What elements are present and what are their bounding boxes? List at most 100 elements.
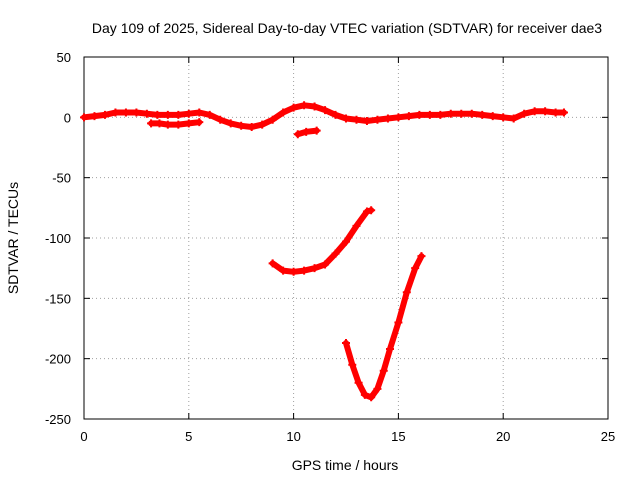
data-point (352, 221, 361, 230)
data-point (402, 288, 411, 297)
data-point (289, 267, 298, 276)
y-tick-label: 0 (64, 110, 71, 125)
y-tick-label: -150 (45, 291, 71, 306)
data-point (342, 114, 350, 123)
data-point (310, 102, 319, 111)
data-point (467, 109, 476, 118)
data-point (226, 119, 235, 128)
y-tick-label: -100 (45, 231, 71, 246)
x-tick-label: 15 (391, 429, 405, 444)
data-point (121, 108, 130, 117)
data-point (111, 108, 120, 117)
data-point (184, 109, 193, 118)
y-tick-label: -50 (52, 171, 71, 186)
data-point (310, 264, 319, 273)
data-point (80, 113, 88, 122)
y-axis-label: SDTVAR / TECUs (5, 182, 21, 294)
data-point (300, 101, 309, 110)
data-point (163, 110, 172, 119)
x-tick-label: 20 (496, 429, 510, 444)
axis-ticks: 0 5 10 15 20 25 50 0 -50 -100 -150 -200 -250 (45, 50, 615, 444)
data-point (348, 360, 357, 369)
data-point (300, 266, 309, 275)
data-point (367, 393, 376, 402)
series-group (80, 101, 568, 402)
data-point (509, 114, 518, 123)
data-point (425, 110, 434, 119)
data-point (342, 237, 350, 246)
data-point (411, 264, 420, 273)
data-point (155, 119, 164, 128)
data-point (360, 390, 369, 399)
data-point (216, 115, 225, 124)
data-point (100, 110, 109, 119)
data-point (415, 110, 424, 119)
data-point (373, 115, 382, 124)
data-point (362, 116, 371, 125)
data-point (362, 207, 371, 216)
data-point (417, 252, 426, 261)
data-point (174, 110, 183, 119)
data-point (279, 108, 288, 117)
data-point (559, 108, 568, 117)
data-point (478, 110, 487, 119)
data-point (446, 109, 455, 118)
x-tick-label: 5 (185, 429, 192, 444)
data-point (289, 103, 298, 112)
data-point (342, 338, 350, 347)
data-point (321, 260, 330, 269)
y-tick-label: -200 (45, 352, 71, 367)
data-point (293, 130, 302, 139)
y-tick-label: 50 (57, 50, 71, 65)
data-point (302, 127, 311, 136)
data-point (205, 110, 214, 119)
data-point (237, 121, 246, 130)
data-point (530, 107, 539, 116)
chart-title: Day 109 of 2025, Sidereal Day-to-day VTE… (92, 20, 602, 36)
data-point (386, 345, 395, 354)
data-point (541, 107, 550, 116)
data-point (195, 108, 204, 117)
data-point (195, 118, 204, 127)
data-point (367, 206, 376, 215)
x-axis-label: GPS time / hours (292, 457, 399, 473)
data-point (352, 115, 361, 124)
data-point (174, 120, 183, 129)
data-point (457, 109, 466, 118)
series-line-segment-4 (269, 207, 375, 275)
data-point (258, 120, 267, 129)
data-point (153, 110, 162, 119)
data-point (551, 108, 560, 117)
data-point (268, 115, 277, 124)
y-tick-label: -250 (45, 412, 71, 427)
x-tick-label: 25 (601, 429, 615, 444)
data-point (184, 119, 193, 128)
data-point (132, 108, 141, 117)
data-point (142, 109, 151, 118)
data-point (321, 106, 330, 115)
data-point (379, 366, 388, 375)
data-point (279, 266, 288, 275)
data-point (331, 249, 340, 258)
data-point (354, 378, 363, 387)
data-point (404, 112, 413, 121)
data-point (312, 126, 321, 135)
data-point (488, 112, 497, 121)
data-point (90, 112, 99, 121)
data-point (394, 113, 403, 122)
data-point (499, 113, 508, 122)
data-point (331, 110, 340, 119)
data-point (373, 384, 382, 393)
series-line-segment-5 (343, 253, 425, 401)
data-point (436, 110, 445, 119)
data-point (247, 122, 256, 131)
x-tick-label: 10 (286, 429, 300, 444)
data-point (520, 109, 529, 118)
data-point (383, 114, 392, 123)
data-point (268, 259, 277, 268)
x-tick-label: 0 (80, 429, 87, 444)
data-point (163, 120, 172, 129)
data-point (394, 318, 403, 327)
data-point (147, 119, 156, 128)
